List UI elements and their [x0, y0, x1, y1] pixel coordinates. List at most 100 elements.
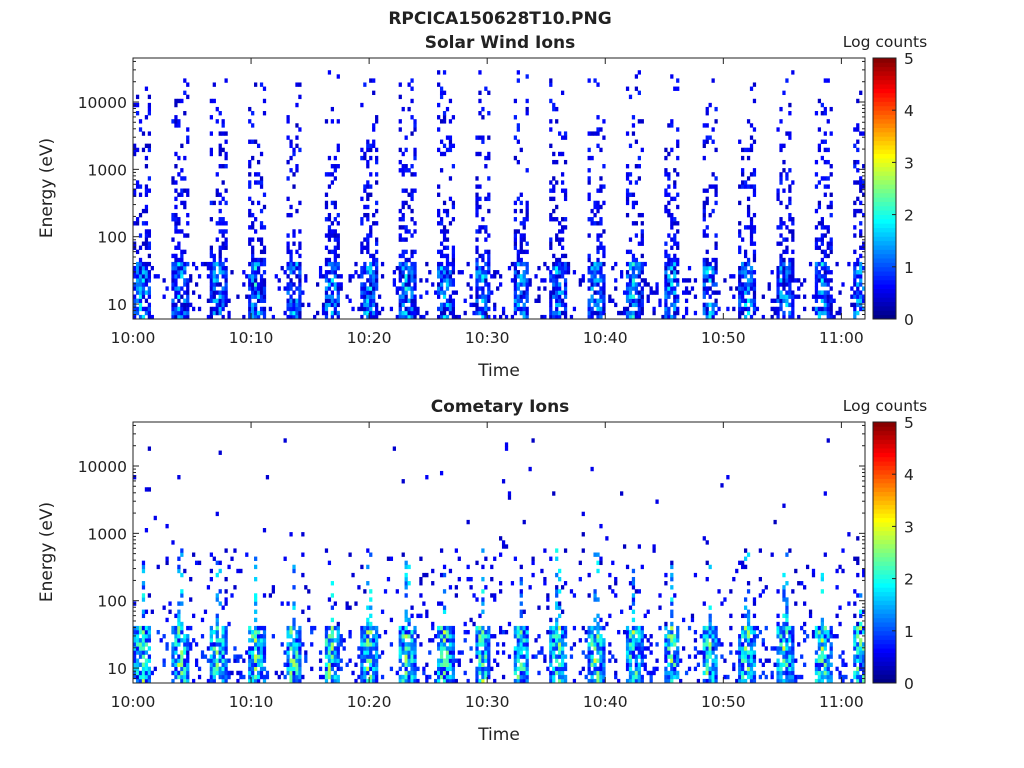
spectrogram-cell — [248, 261, 252, 267]
spectrogram-cell — [791, 646, 795, 651]
spectrogram-cell — [814, 658, 819, 663]
spectrogram-cell — [776, 274, 780, 279]
spectrogram-cell — [749, 86, 754, 91]
spectrogram-cell — [640, 261, 644, 267]
spectrogram-cell — [360, 650, 364, 655]
spectrogram-cell — [431, 581, 435, 586]
spectrogram-cell — [478, 184, 482, 189]
spectrogram-cell — [507, 621, 512, 627]
spectrogram-cell — [289, 625, 293, 631]
spectrogram-cell — [631, 625, 636, 631]
spectrogram-cell — [820, 621, 824, 627]
spectrogram-cell — [138, 625, 143, 631]
spectrogram-cell — [144, 192, 149, 197]
spectrogram-cell — [401, 200, 405, 206]
spectrogram-cell — [552, 294, 556, 299]
spectrogram-cell — [826, 314, 830, 320]
spectrogram-cell — [419, 556, 423, 561]
spectrogram-cell — [634, 589, 639, 594]
spectrogram-cell — [670, 662, 674, 667]
spectrogram-cell — [428, 270, 432, 275]
spectrogram-cell — [401, 249, 405, 255]
spectrogram-cell — [664, 241, 668, 246]
spectrogram-cell — [212, 674, 216, 680]
spectrogram-cell — [318, 270, 323, 275]
spectrogram-cell — [289, 143, 293, 149]
spectrogram-cell — [404, 593, 408, 598]
spectrogram-cell — [667, 172, 671, 177]
spectrogram-cell — [407, 564, 411, 570]
spectrogram-cell — [254, 617, 258, 623]
spectrogram-cell — [481, 666, 485, 672]
spectrogram-cell — [251, 634, 255, 639]
spectrogram-cell — [351, 306, 355, 312]
spectrogram-cell — [513, 678, 518, 684]
spectrogram-cell — [667, 654, 671, 659]
spectrogram-cell — [749, 143, 754, 149]
spectrogram-cells — [133, 438, 866, 684]
spectrogram-cell — [419, 294, 423, 299]
spectrogram-cell — [401, 106, 405, 112]
spectrogram-cell — [298, 662, 302, 667]
spectrogram-cell — [445, 298, 450, 303]
spectrogram-cell — [549, 314, 553, 320]
spectrogram-cell — [823, 265, 827, 271]
spectrogram-cell — [248, 180, 252, 185]
spectrogram-cell — [847, 261, 851, 267]
spectrogram-cell — [749, 270, 754, 275]
spectrogram-cell — [366, 180, 370, 185]
spectrogram-cell — [144, 650, 149, 655]
spectrogram-cell — [404, 613, 408, 619]
spectrogram-cell — [224, 221, 228, 226]
spectrogram-cell — [171, 629, 175, 635]
spectrogram-cell — [785, 131, 789, 136]
spectrogram-cell — [298, 658, 302, 663]
colorbar-swatch — [873, 297, 896, 302]
spectrogram-cell — [525, 208, 529, 214]
spectrogram-cell — [637, 274, 641, 279]
spectrogram-cell — [212, 257, 216, 263]
spectrogram-cell — [454, 290, 458, 295]
spectrogram-cell — [174, 306, 178, 312]
spectrogram-cell — [448, 634, 453, 639]
spectrogram-cell — [286, 265, 290, 271]
spectrogram-cell — [218, 568, 222, 574]
spectrogram-cell — [298, 127, 302, 132]
spectrogram-cell — [673, 294, 677, 299]
spectrogram-cell — [330, 674, 335, 680]
spectrogram-cell — [776, 634, 780, 639]
spectrogram-cell — [442, 634, 447, 639]
spectrogram-cell — [746, 674, 751, 680]
spectrogram-cell — [324, 286, 329, 291]
spectrogram-cell — [289, 270, 293, 275]
spectrogram-cell — [360, 290, 364, 295]
spectrogram-cell — [259, 662, 264, 667]
spectrogram-cell — [823, 625, 827, 631]
spectrogram-cell — [363, 261, 367, 267]
spectrogram-cell — [534, 654, 538, 659]
spectrogram-cell — [791, 674, 795, 680]
spectrogram-cell — [823, 274, 827, 279]
spectrogram-cell — [625, 172, 630, 177]
spectrogram-cell — [475, 249, 479, 255]
spectrogram-cell — [475, 634, 479, 639]
spectrogram-cell — [853, 629, 857, 635]
spectrogram-cell — [555, 658, 559, 663]
spectrogram-cell — [180, 274, 184, 279]
spectrogram-cell — [375, 306, 379, 312]
spectrogram-cell — [522, 261, 526, 267]
spectrogram-cell — [820, 674, 824, 680]
spectrogram-cell — [327, 670, 332, 676]
spectrogram-cell — [599, 674, 603, 680]
spectrogram-cell — [602, 253, 606, 259]
spectrogram-cell — [336, 298, 340, 303]
spectrogram-cell — [749, 670, 754, 676]
spectrogram-cell — [504, 446, 509, 451]
spectrogram-cell — [227, 670, 231, 676]
spectrogram-cell — [755, 634, 760, 639]
spectrogram-cell — [425, 613, 429, 619]
spectrogram-cell — [779, 270, 783, 275]
spectrogram-cell — [749, 646, 754, 651]
spectrogram-cell — [823, 642, 827, 647]
spectrogram-cell — [667, 290, 671, 295]
